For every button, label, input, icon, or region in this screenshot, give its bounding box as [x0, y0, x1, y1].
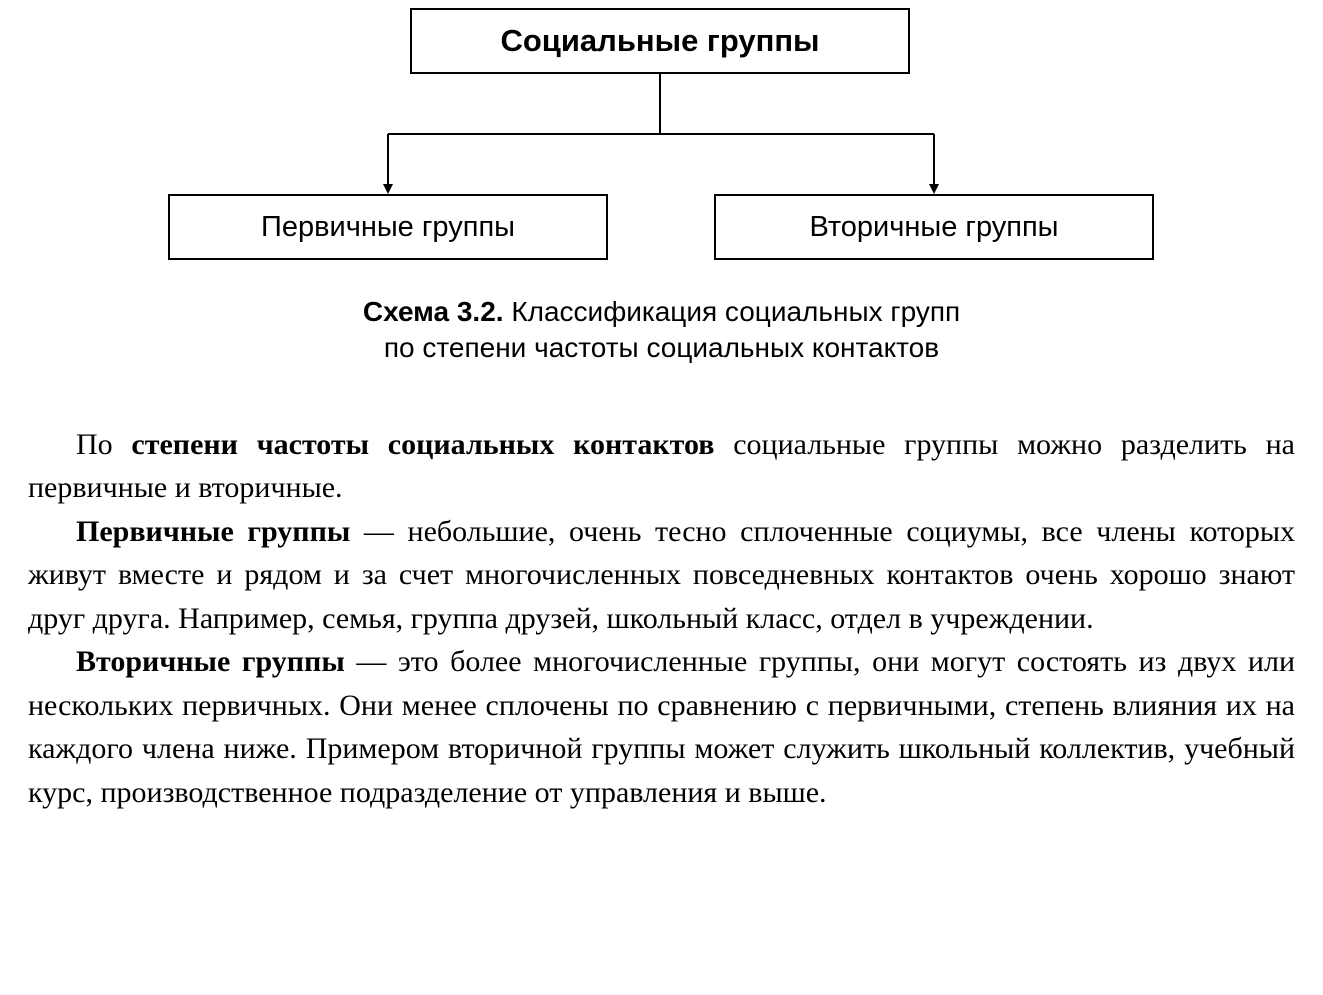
caption-label: Схема 3.2.: [363, 296, 504, 327]
node-root: Социальные группы: [410, 8, 910, 74]
paragraph-2: Первичные группы — небольшие, очень тесн…: [28, 510, 1295, 641]
p1-bold: степени частоты социальных контактов: [131, 428, 714, 461]
node-right-label: Вторичные группы: [809, 211, 1058, 244]
figure-caption: Схема 3.2. Классификация социальных груп…: [0, 294, 1323, 367]
caption-line1-rest: Классификация социальных групп: [504, 296, 961, 327]
caption-line2: по степени частоты социальных контактов: [384, 332, 939, 363]
p1-pre: По: [76, 428, 131, 461]
p2-bold: Первичные группы: [76, 515, 350, 548]
node-right: Вторичные группы: [714, 194, 1154, 260]
paragraph-1: По степени частоты социальных контактов …: [28, 423, 1295, 510]
page: Социальные группы Первичные группы Втори…: [0, 0, 1323, 995]
node-left: Первичные группы: [168, 194, 608, 260]
body-text: По степени частоты социальных контактов …: [0, 423, 1323, 815]
p3-bold: Вторичные группы: [76, 645, 345, 678]
paragraph-3: Вторичные группы — это более многочислен…: [28, 640, 1295, 814]
node-root-label: Социальные группы: [500, 23, 819, 59]
tree-diagram: Социальные группы Первичные группы Втори…: [0, 0, 1323, 270]
node-left-label: Первичные группы: [261, 211, 515, 244]
